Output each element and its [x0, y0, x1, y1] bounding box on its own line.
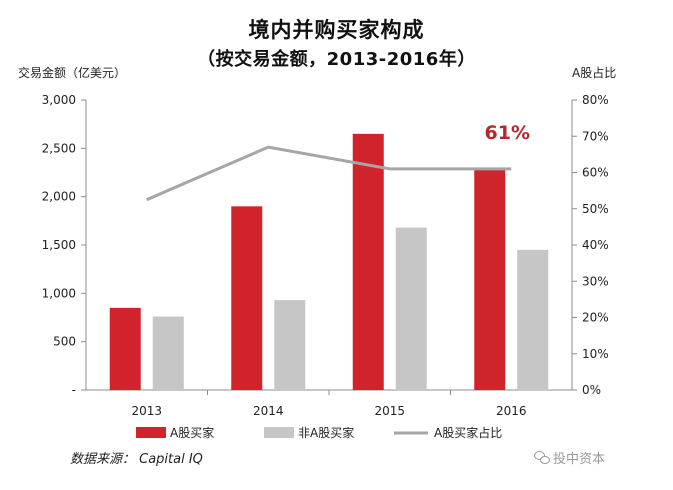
bar-non-a-share [152, 316, 184, 390]
annotations-group: 61% [485, 122, 530, 144]
chart-title: 境内并购买家构成 [248, 18, 425, 42]
x-tick-label: 2016 [496, 404, 527, 418]
y-tick-label-left: 3,000 [42, 93, 76, 107]
y-axis-title-left: 交易金额（亿美元） [18, 65, 126, 80]
chart-subtitle: （按交易金额，2013-2016年） [197, 49, 476, 70]
bar-a-share [352, 133, 384, 391]
annotation-label: 61% [485, 122, 530, 144]
source-note: 数据来源： Capital IQ [70, 452, 203, 467]
y-tick-label-right: 30% [582, 274, 609, 288]
bar-a-share [474, 167, 506, 390]
line-a-share-ratio [146, 145, 512, 202]
y-tick-label-left: 500 [53, 335, 76, 349]
x-tick-label: 2014 [253, 404, 284, 418]
y-tick-label-right: 20% [582, 311, 609, 325]
y-axis-title-right: A股占比 [572, 65, 616, 80]
legend-label: A股买家占比 [434, 425, 502, 440]
y-tick-label-right: 40% [582, 238, 609, 252]
watermark: 投中资本 [534, 448, 605, 467]
legend: A股买家 非A股买家 A股买家占比 [136, 425, 502, 440]
x-tick-label: 2013 [131, 404, 162, 418]
legend-swatch [136, 427, 166, 438]
axes-group: - 500 1,000 1,500 2,000 2,500 3,000 0% 10% 20% 30%… [42, 93, 609, 418]
y-tick-label-left: 1,500 [42, 238, 76, 252]
chat-bubble-icon [534, 451, 550, 464]
bar-non-a-share [274, 300, 306, 390]
y-tick-label-right: 10% [582, 347, 609, 361]
bar-non-a-share [517, 249, 549, 390]
y-tick-label-left: 1,000 [42, 286, 76, 300]
y-tick-label-left: 2,000 [42, 190, 76, 204]
line-group [146, 145, 512, 202]
bar-a-share [231, 206, 263, 390]
legend-label: 非A股买家 [298, 425, 354, 440]
watermark-text: 投中资本 [553, 452, 606, 467]
legend-swatch [264, 427, 294, 438]
legend-label: A股买家 [170, 425, 214, 440]
y-tick-label-right: 70% [582, 129, 609, 143]
y-tick-label-right: 60% [582, 166, 609, 180]
y-tick-label-right: 50% [582, 202, 609, 216]
y-tick-label-left: - [72, 383, 76, 397]
bar-non-a-share [395, 227, 427, 390]
y-tick-label-right: 80% [582, 93, 609, 107]
bars-group [109, 133, 549, 391]
y-tick-label-left: 2,500 [42, 141, 76, 155]
bar-a-share [109, 307, 141, 390]
y-tick-label-right: 0% [582, 383, 601, 397]
x-tick-label: 2015 [374, 404, 405, 418]
